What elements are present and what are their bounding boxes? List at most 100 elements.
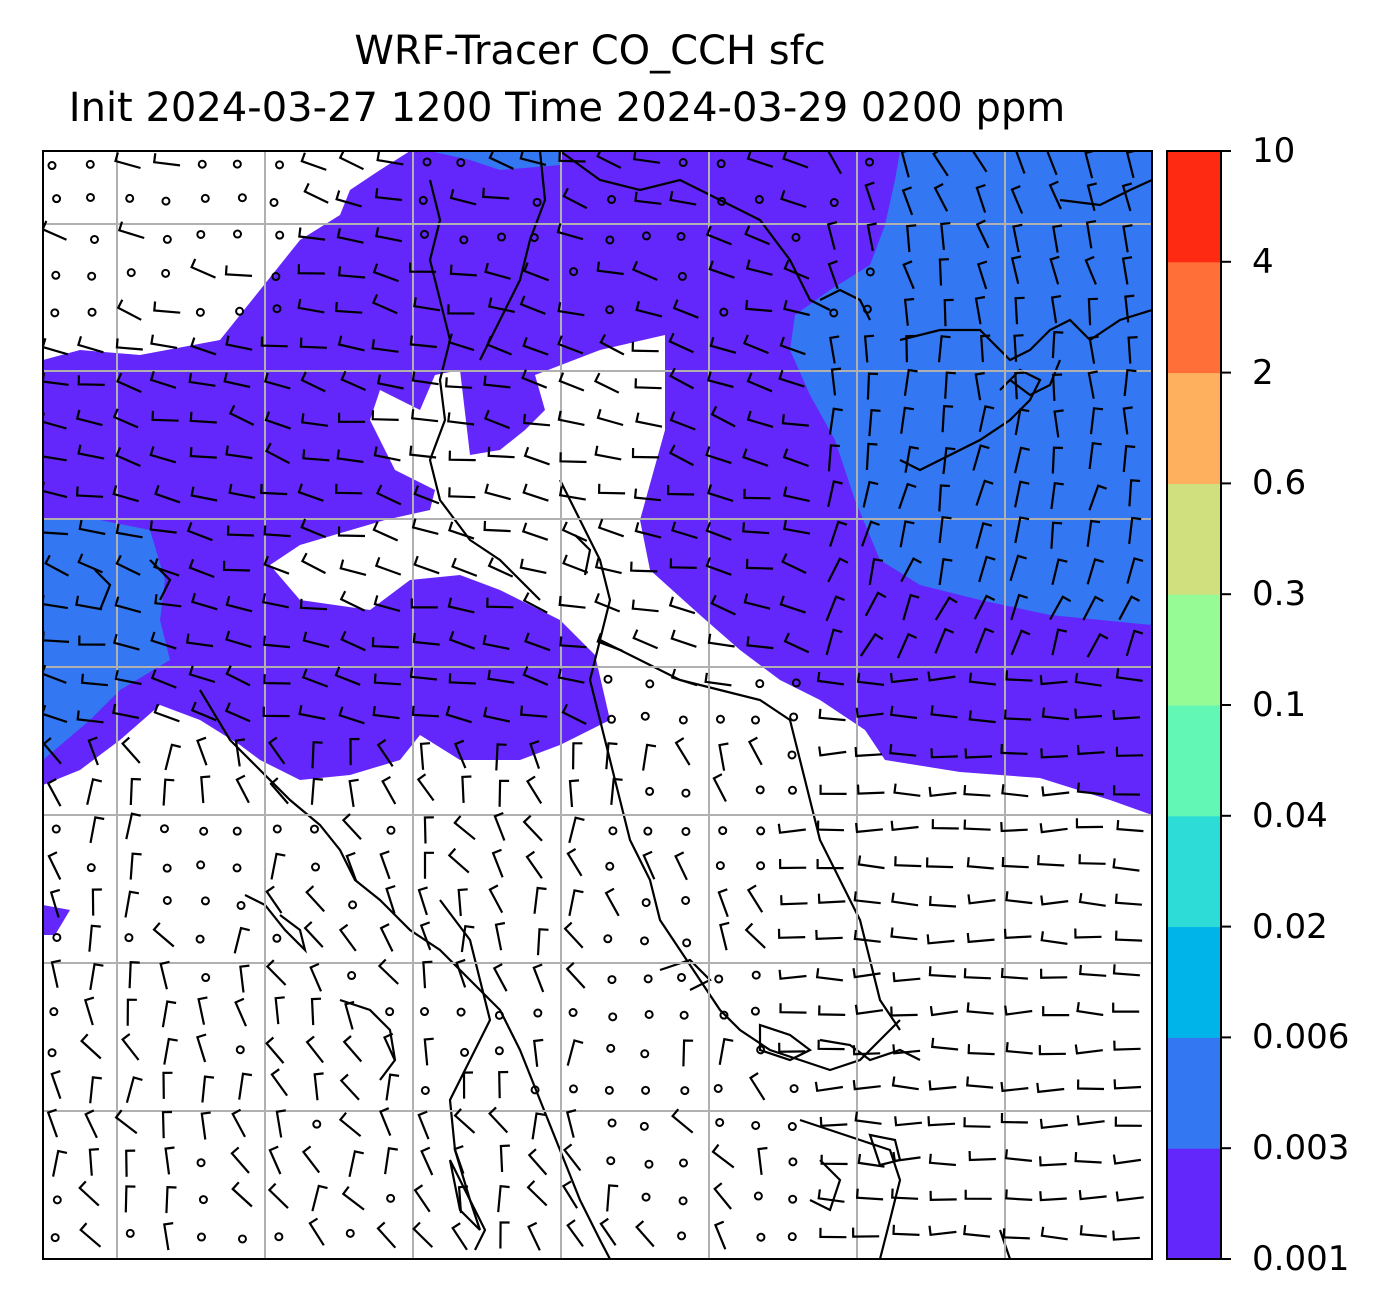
wind-barb xyxy=(225,335,253,351)
wind-barb xyxy=(519,558,547,574)
wind-barb xyxy=(301,1145,321,1174)
wind-barb xyxy=(825,628,843,656)
wind-barb xyxy=(340,630,366,652)
wind-barb xyxy=(672,299,699,319)
wind-barb xyxy=(311,1184,328,1212)
wind-barb xyxy=(375,484,402,506)
wind-barb xyxy=(863,334,875,363)
colorbar-segment xyxy=(1167,594,1221,706)
wind-calm-marker xyxy=(275,160,285,170)
wind-calm-marker xyxy=(85,192,95,202)
wind-barb xyxy=(125,1076,143,1103)
wind-barb xyxy=(225,665,251,687)
wind-calm-marker xyxy=(529,233,539,243)
wind-barb xyxy=(1114,893,1142,906)
wind-barb xyxy=(524,632,551,652)
wind-barb xyxy=(930,705,958,719)
wind-barb xyxy=(409,262,437,273)
wind-barb xyxy=(854,1004,884,1015)
wind-barb xyxy=(559,452,587,464)
wind-barb xyxy=(453,1108,476,1134)
wind-barb xyxy=(938,484,950,512)
wind-barb xyxy=(87,736,99,766)
wind-barb xyxy=(830,367,842,396)
wind-barb xyxy=(373,595,401,613)
wind-barb xyxy=(487,297,515,314)
wind-barb xyxy=(445,705,472,724)
wind-barb xyxy=(1040,895,1069,906)
wind-barb xyxy=(334,666,361,686)
wind-barb xyxy=(532,963,545,993)
wind-barb xyxy=(188,558,215,579)
wind-barb xyxy=(112,703,140,719)
wind-barb xyxy=(743,593,771,610)
wind-barb xyxy=(557,302,585,317)
wind-barb xyxy=(451,557,478,577)
map-panel xyxy=(43,151,1152,1259)
wind-barb xyxy=(1014,296,1025,325)
wind-barb xyxy=(1005,670,1033,682)
wind-barb xyxy=(373,673,401,686)
wind-barb xyxy=(668,332,694,354)
wind-barb xyxy=(943,298,954,327)
wind-barb xyxy=(827,151,842,175)
wind-barb xyxy=(901,186,914,216)
wind-barb xyxy=(973,594,996,620)
colorbar-segment xyxy=(1167,926,1221,1038)
colorbar-tick-label: 0.1 xyxy=(1252,685,1307,725)
wind-barb xyxy=(43,220,67,241)
wind-barb xyxy=(114,596,142,614)
wind-calm-marker xyxy=(788,1194,798,1204)
colorbar-tick-label: 4 xyxy=(1252,241,1274,282)
wind-calm-marker xyxy=(641,1085,651,1095)
wind-barb xyxy=(671,1108,694,1134)
wind-barb xyxy=(1040,968,1068,979)
wind-barb xyxy=(1078,1189,1107,1201)
wind-barb xyxy=(669,411,696,431)
wind-barb xyxy=(417,886,428,916)
wind-barb xyxy=(819,1116,848,1128)
wind-barb xyxy=(519,295,546,315)
wind-barb xyxy=(1050,521,1063,549)
wind-calm-marker xyxy=(274,1232,284,1242)
wind-calm-marker xyxy=(750,715,760,725)
wind-barb xyxy=(669,558,697,569)
wind-calm-marker xyxy=(715,1117,725,1127)
wind-calm-marker xyxy=(456,1007,466,1017)
wind-barb xyxy=(493,811,506,841)
wind-barb xyxy=(855,707,884,718)
wind-barb xyxy=(228,404,255,426)
wind-barb xyxy=(497,1184,510,1213)
wind-barb xyxy=(50,959,62,988)
wind-barb xyxy=(562,187,588,210)
wind-barb xyxy=(486,597,514,609)
wind-barb xyxy=(412,1221,434,1248)
wind-barb xyxy=(447,412,475,426)
wind-barb xyxy=(494,921,506,951)
wind-barb xyxy=(413,485,440,505)
wind-calm-marker xyxy=(606,1156,616,1166)
wind-barb xyxy=(372,705,400,720)
wind-barb xyxy=(852,968,881,979)
wind-barb xyxy=(457,888,468,917)
wind-calm-marker xyxy=(788,1157,798,1167)
wind-barb xyxy=(596,151,622,169)
wind-barb xyxy=(1013,446,1030,474)
wind-barb xyxy=(371,294,398,315)
wind-calm-marker xyxy=(608,1012,618,1022)
wind-barb xyxy=(453,739,467,769)
wind-barb xyxy=(303,921,324,948)
wind-barb xyxy=(46,1108,59,1138)
wind-barb xyxy=(1040,1226,1068,1241)
wind-barb xyxy=(231,1108,246,1138)
colorbar-tick-label: 0.04 xyxy=(1252,795,1328,836)
wind-barb xyxy=(632,629,659,650)
wind-barb xyxy=(338,923,357,952)
wind-calm-marker xyxy=(533,1008,543,1018)
wind-calm-marker xyxy=(275,230,285,240)
wind-barb xyxy=(747,736,763,766)
wind-barb xyxy=(868,409,881,437)
wind-barb xyxy=(1088,441,1102,470)
wind-barb xyxy=(1005,1042,1033,1055)
wind-barb xyxy=(371,637,399,649)
